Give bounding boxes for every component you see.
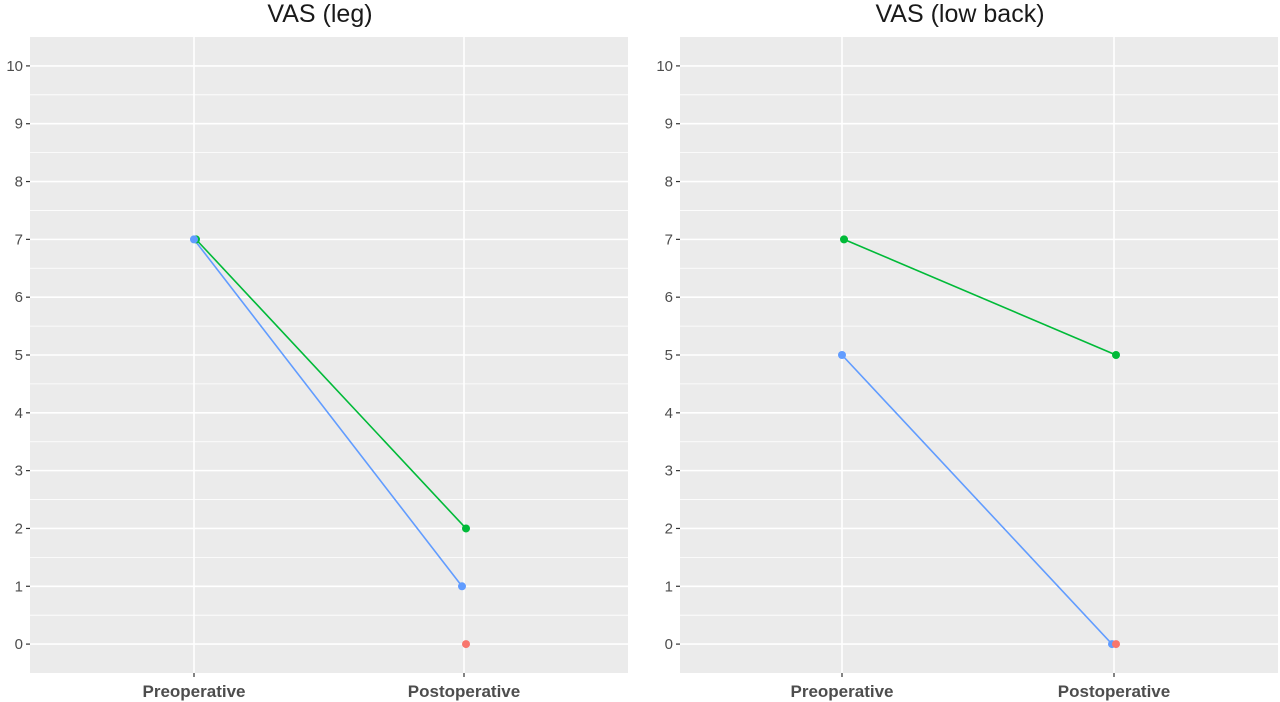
y-tick-label: 9 — [15, 116, 23, 133]
y-tick-label: 4 — [15, 405, 23, 422]
x-tick-label: Postoperative — [408, 682, 520, 701]
y-tick-label: 1 — [665, 578, 673, 595]
series-line — [195, 238, 467, 530]
y-tick-label: 10 — [6, 58, 23, 75]
y-tick-label: 8 — [15, 174, 23, 191]
chart-title: VAS (low back) — [875, 0, 1045, 28]
y-tick-label: 3 — [15, 463, 23, 480]
series-line — [841, 354, 1113, 645]
y-tick-label: 2 — [665, 520, 673, 537]
y-tick-label: 3 — [665, 463, 673, 480]
chart-panel-leg: VAS (leg) 0 1 2 3 4 5 6 7 8 9 10 Preoperative Postop… — [6, 0, 628, 701]
y-tick-label: 5 — [665, 347, 673, 364]
y-tick-label: 8 — [665, 174, 673, 191]
chart-panel-low-back: VAS (low back) 0 1 2 3 4 5 6 7 8 9 10 Preoperative P… — [640, 0, 1280, 702]
x-tick-label: Preoperative — [791, 682, 894, 701]
y-tick-label: 10 — [656, 58, 673, 75]
plot-area-leg: 0 1 2 3 4 5 6 7 8 9 10 Preoperative Postoperative — [6, 37, 628, 701]
x-tick-label: Preoperative — [143, 682, 246, 701]
y-tick-label: 5 — [15, 347, 23, 364]
x-tick-label: Postoperative — [1058, 682, 1170, 701]
data-point — [1112, 351, 1120, 359]
data-point — [462, 640, 470, 649]
data-point — [1112, 640, 1120, 649]
data-point — [462, 524, 470, 533]
y-tick-label: 0 — [15, 636, 23, 653]
y-tick-label: 6 — [15, 289, 23, 306]
data-point — [840, 235, 848, 244]
data-point — [458, 582, 466, 591]
y-tick-label: 2 — [15, 520, 23, 537]
y-tick-label: 0 — [665, 636, 673, 653]
series-line — [193, 238, 463, 587]
data-point — [838, 351, 846, 359]
y-tick-label: 1 — [15, 578, 23, 595]
plot-area-low-back: 0 1 2 3 4 5 6 7 8 9 10 Preoperative Postoperative — [656, 37, 1278, 701]
chart-title: VAS (leg) — [267, 0, 373, 28]
series-line — [843, 238, 1117, 356]
y-tick-label: 7 — [665, 231, 673, 248]
y-tick-label: 6 — [665, 289, 673, 306]
y-tick-label: 7 — [15, 231, 23, 248]
y-tick-label: 9 — [665, 116, 673, 133]
data-point — [190, 235, 198, 244]
y-tick-label: 4 — [665, 405, 673, 422]
